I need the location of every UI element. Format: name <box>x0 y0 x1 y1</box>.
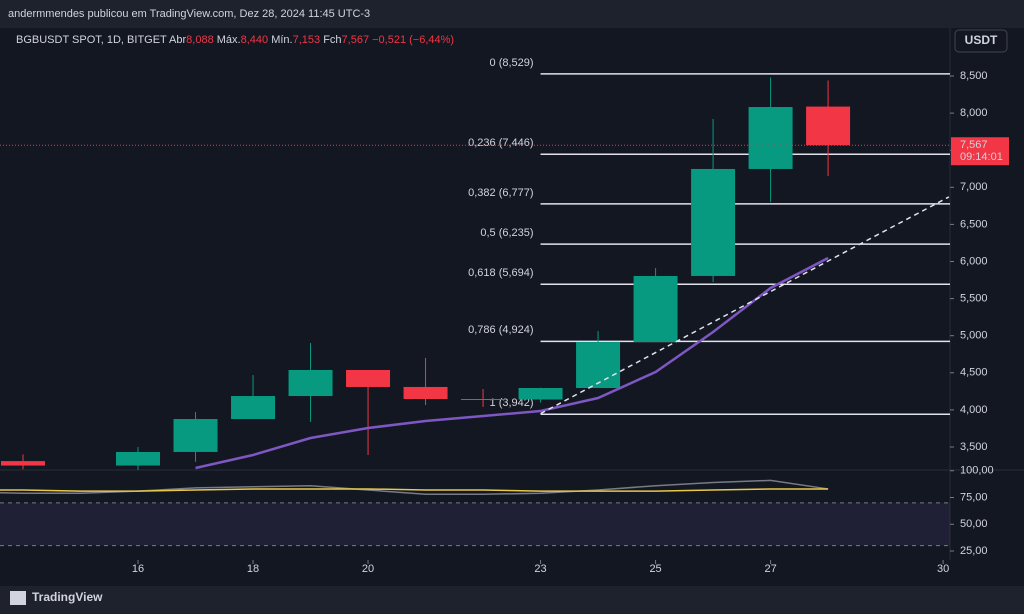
fib-label: 0 (8,529) <box>490 57 534 69</box>
candle-body <box>518 388 563 400</box>
x-tick-label: 23 <box>534 563 546 575</box>
open-label: Abr <box>169 34 186 46</box>
candle-body <box>748 107 793 169</box>
fib-label: 0,618 (5,694) <box>468 267 533 279</box>
indicator-line <box>0 488 829 492</box>
candle-body <box>346 369 391 387</box>
fib-label: 0,236 (7,446) <box>468 137 533 149</box>
y-tick-label: 5,500 <box>960 293 988 305</box>
y-tick-label: 8,500 <box>960 70 988 82</box>
price-pane: 0 (8,529) 0,236 (7,446) 0,382 (6,777) 0,5 (… <box>1 57 950 470</box>
low: 7,153 <box>293 34 321 46</box>
candle-body <box>576 342 621 389</box>
candle-body <box>403 386 448 399</box>
fib-label: 0,5 (6,235) <box>480 227 533 239</box>
low-label: Mín. <box>271 34 292 46</box>
y-tick-label: 25,00 <box>960 545 988 557</box>
fib-label: 1 (3,942) <box>490 397 534 409</box>
candle-body <box>806 106 851 146</box>
candle-body <box>691 168 736 276</box>
close: 7,567 <box>342 34 370 46</box>
open: 8,088 <box>186 34 214 46</box>
high: 8,440 <box>241 34 269 46</box>
y-tick-label: 100,00 <box>960 465 994 477</box>
chart-area <box>0 28 1024 586</box>
high-label: Máx. <box>217 34 241 46</box>
candle-body <box>288 369 333 397</box>
y-tick-label: 3,500 <box>960 441 988 453</box>
indicator-pane <box>0 479 950 547</box>
x-tick-label: 18 <box>247 563 259 575</box>
y-tick-label: 4,500 <box>960 367 988 379</box>
candle-body <box>173 419 218 452</box>
currency-button[interactable] <box>954 29 1008 53</box>
fib-label: 0,382 (6,777) <box>468 187 533 199</box>
y-tick-label: 7,000 <box>960 181 988 193</box>
x-tick-label: 27 <box>764 563 776 575</box>
x-tick-label: 16 <box>132 563 144 575</box>
candle-body <box>116 451 161 466</box>
indicator-line <box>0 479 829 496</box>
candle-body <box>461 398 506 400</box>
fib-label: 0,786 (4,924) <box>468 324 533 336</box>
symbol: BGBUSDT SPOT, 1D, BITGET <box>16 34 167 46</box>
candle-body <box>231 396 276 420</box>
y-tick-label: 6,500 <box>960 218 988 230</box>
x-tick-label: 30 <box>937 563 949 575</box>
close-label: Fch <box>323 34 341 46</box>
legend: BGBUSDT SPOT, 1D, BITGET Abr8,088 Máx.8,… <box>16 34 454 46</box>
publisher: andermmendes publicou em TradingView.com… <box>8 8 370 20</box>
x-tick-label: 25 <box>649 563 661 575</box>
y-tick-label: 4,000 <box>960 404 988 416</box>
moving-average <box>195 256 829 470</box>
price-tag-label: 7,567 <box>960 139 988 151</box>
price-tag <box>951 137 1009 166</box>
x-tick-label: 20 <box>362 563 374 575</box>
indicator-band <box>0 502 950 546</box>
countdown: 09:14:01 <box>960 151 1003 163</box>
change: −0,521 (−6,44%) <box>372 34 454 46</box>
candle-body <box>1 461 46 466</box>
y-tick-label: 75,00 <box>960 491 988 503</box>
y-tick-label: 50,00 <box>960 518 988 530</box>
y-tick-label: 8,000 <box>960 107 988 119</box>
logo-icon <box>10 591 26 605</box>
y-tick-label: 5,000 <box>960 330 988 342</box>
footer-logo: TradingView <box>32 590 103 604</box>
currency[interactable]: USDT <box>965 33 998 47</box>
candle-body <box>633 275 678 343</box>
y-tick-label: 6,000 <box>960 255 988 267</box>
